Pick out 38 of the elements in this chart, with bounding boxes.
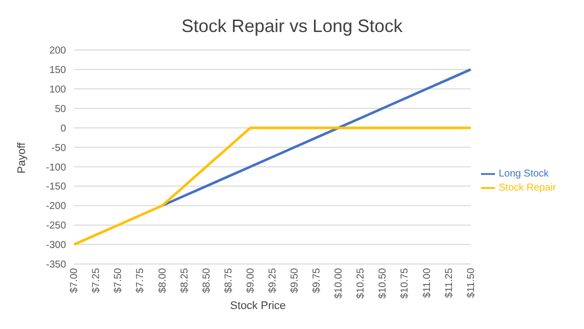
legend-label: Long Stock bbox=[498, 168, 549, 180]
y-tick-label: -100 bbox=[46, 162, 66, 174]
y-axis-title: Payoff bbox=[16, 142, 28, 174]
x-tick-label: $10.75 bbox=[400, 268, 411, 299]
x-tick-label: $8.50 bbox=[201, 268, 212, 294]
chart-title: Stock Repair vs Long Stock bbox=[180, 15, 404, 38]
x-tick-label: $10.50 bbox=[378, 268, 389, 299]
y-tick-label: -150 bbox=[46, 182, 66, 193]
y-tick-label: 0 bbox=[60, 123, 66, 134]
y-tick-label: -250 bbox=[46, 220, 66, 232]
x-tick-label: $8.00 bbox=[157, 268, 168, 294]
line-series bbox=[160, 68, 472, 207]
x-tick-label: $11.25 bbox=[444, 268, 455, 298]
y-tick-label: 100 bbox=[49, 84, 66, 96]
line-series bbox=[72, 126, 472, 246]
y-tick-label: -300 bbox=[46, 240, 66, 252]
x-axis-title: Stock Price bbox=[229, 300, 287, 312]
x-tick-label: $10.00 bbox=[334, 268, 345, 299]
y-tick-label: -350 bbox=[46, 260, 66, 271]
legend-label: Stock Repair bbox=[498, 182, 556, 194]
x-tick-label: $9.00 bbox=[245, 268, 256, 294]
x-tick-label: $7.00 bbox=[69, 268, 80, 294]
x-tick-label: $11.50 bbox=[466, 268, 477, 298]
y-tick-label: 200 bbox=[49, 46, 66, 57]
y-tick-label: 50 bbox=[54, 104, 66, 115]
x-tick-label: $11.00 bbox=[422, 268, 433, 298]
y-tick-label: -50 bbox=[52, 142, 66, 154]
x-tick-label: $9.50 bbox=[290, 268, 301, 294]
x-tick-label: $9.75 bbox=[312, 268, 323, 294]
x-tick-label: $10.25 bbox=[356, 268, 367, 299]
y-tick-label: -200 bbox=[46, 201, 66, 212]
x-tick-label: $8.25 bbox=[179, 268, 190, 294]
y-tick-label: 150 bbox=[49, 65, 66, 76]
x-tick-label: $7.75 bbox=[135, 268, 146, 294]
x-tick-label: $9.25 bbox=[267, 268, 278, 294]
x-tick-label: $7.50 bbox=[113, 268, 124, 294]
x-tick-label: $8.75 bbox=[223, 268, 234, 294]
x-tick-label: $7.25 bbox=[91, 268, 102, 294]
